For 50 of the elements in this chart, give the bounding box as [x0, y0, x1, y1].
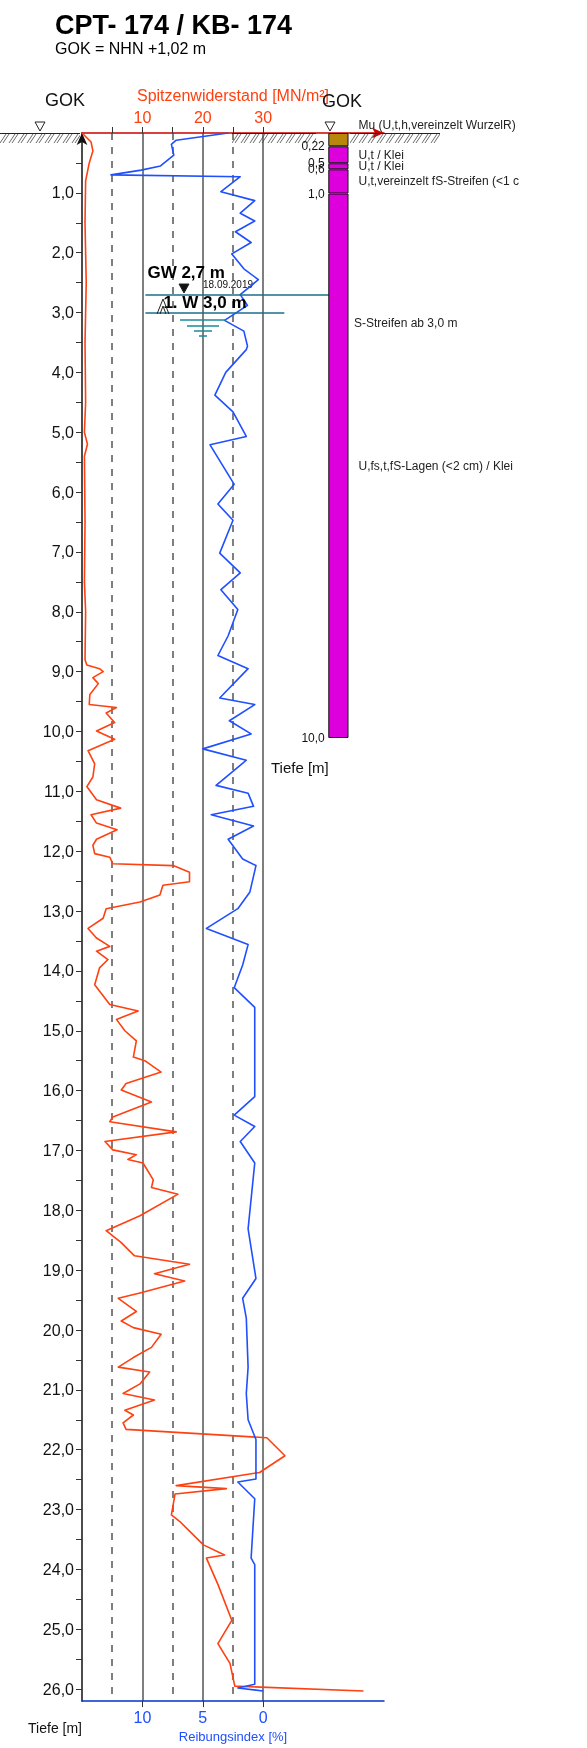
series-label: U,t,vereinzelt fS-Streifen (<1 c — [358, 174, 519, 189]
series-label: U,t / Klei — [358, 147, 404, 162]
series-label: Mu (U,t,h,vereinzelt WurzelR) — [358, 117, 516, 132]
y-tick-label: 26,0 — [42, 1680, 75, 1698]
series-label: U,t / Klei — [358, 159, 404, 174]
x-tick-label: 5 — [198, 1708, 208, 1726]
annotation: 18.09.2019 — [203, 278, 254, 290]
x2-tick-label: 30 — [254, 108, 273, 126]
y-tick-label: 7,0 — [51, 543, 75, 561]
x2-tick-label: 20 — [193, 108, 212, 126]
y-tick-label: 16,0 — [42, 1082, 75, 1100]
ref-line-label: 1. W 3,0 m — [163, 292, 247, 312]
y-tick-label: 1,0 — [51, 184, 75, 202]
y-tick-label: 2,0 — [51, 244, 75, 262]
x2-tick-label: 10 — [133, 108, 152, 126]
y-tick-label: 14,0 — [42, 962, 75, 980]
y-tick-label: 8,0 — [51, 603, 75, 621]
y-tick-label: 17,0 — [42, 1141, 75, 1159]
y-axis-title: Tiefe [m] — [270, 759, 329, 776]
y-tick-label: 15,0 — [42, 1022, 75, 1040]
y-tick-label: 9,0 — [51, 663, 75, 681]
y-tick-label: 22,0 — [42, 1441, 75, 1459]
y-tick-label: 20,0 — [42, 1321, 75, 1339]
y-tick-label: 10,0 — [42, 723, 75, 741]
y-tick-label: 23,0 — [42, 1501, 75, 1519]
x-tick-label: 10 — [133, 1708, 152, 1726]
y-tick-label: 10,0 — [301, 731, 326, 745]
line-series — [110, 132, 264, 1692]
y-tick-label: 12,0 — [42, 842, 75, 860]
y-tick-label: 5,0 — [51, 423, 75, 441]
chart-subtitle: GOK = NHN +1,02 m — [55, 39, 207, 57]
y-axis-title: Tiefe [m] — [28, 1720, 82, 1737]
y-tick-label: 3,0 — [51, 304, 75, 322]
text: GOK — [45, 90, 86, 110]
y-tick-label: 1,0 — [308, 186, 326, 201]
y-tick-label: 6,0 — [51, 483, 75, 501]
y-tick-label: 13,0 — [42, 902, 75, 920]
series-label: U,fs,t,fS-Lagen (<2 cm) / Klei — [358, 458, 513, 473]
y-tick-label: 4,0 — [51, 363, 75, 381]
y-tick-label: 11,0 — [44, 782, 75, 800]
chart-title: CPT- 174 / KB- 174 — [55, 9, 293, 40]
y-tick-label: 21,0 — [42, 1381, 75, 1399]
x-axis-title: Reibungsindex [%] — [178, 1729, 288, 1744]
y-tick-label: 0,22 — [301, 139, 326, 154]
x-tick-label: 0 — [258, 1708, 268, 1726]
y-tick-label: 18,0 — [42, 1201, 75, 1219]
y-tick-label: 19,0 — [42, 1261, 75, 1279]
y-tick-label: 25,0 — [42, 1620, 75, 1638]
annotation: S-Streifen ab 3,0 m — [354, 316, 458, 330]
y-tick-label: 24,0 — [42, 1560, 75, 1578]
